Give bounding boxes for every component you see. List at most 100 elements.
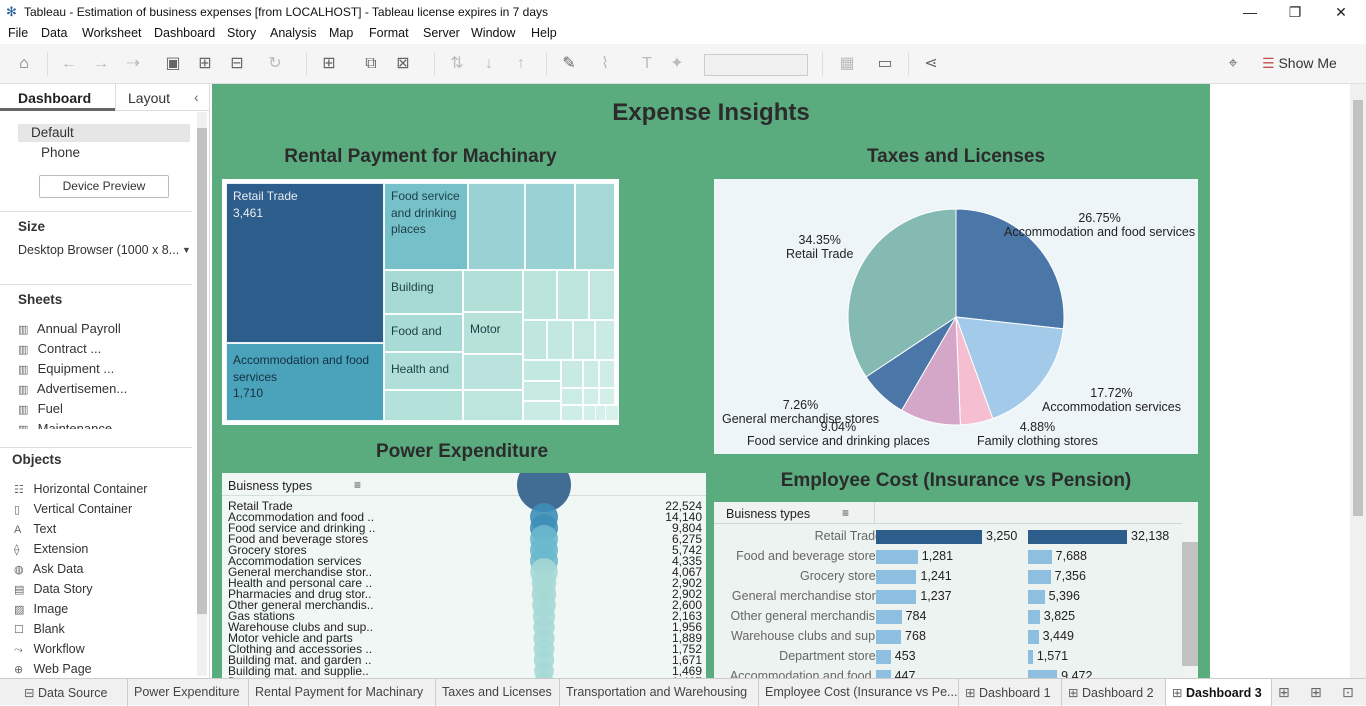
highlight-icon[interactable]: ✎ xyxy=(562,55,576,72)
rental-treemap[interactable]: Retail Trade 3,461 Accommodation and foo… xyxy=(222,179,619,425)
undo-icon[interactable]: ← xyxy=(61,55,77,72)
tab-employee-cost[interactable]: Employee Cost (Insurance vs Pe... xyxy=(759,679,959,706)
main-scroll-thumb[interactable] xyxy=(1353,100,1363,516)
presentation-mode-icon[interactable]: ▭ xyxy=(877,55,893,72)
power-bubble[interactable] xyxy=(517,473,571,512)
new-story-tab-icon[interactable]: ⊡ xyxy=(1342,684,1354,700)
treemap-cell[interactable] xyxy=(561,405,583,421)
menu-file[interactable]: File xyxy=(8,26,29,40)
fix-axes-icon[interactable]: ✦ xyxy=(670,55,684,72)
tab-rental-payment[interactable]: Rental Payment for Machinary xyxy=(249,679,436,706)
menu-worksheet[interactable]: Worksheet xyxy=(82,26,142,40)
menu-server[interactable]: Server xyxy=(423,26,460,40)
treemap-cell[interactable] xyxy=(468,183,525,270)
sheet-item[interactable]: ▥ Equipment ... xyxy=(18,361,115,376)
size-select[interactable]: Desktop Browser (1000 x 8... xyxy=(18,243,180,257)
clear-sheet-icon[interactable]: ⊠ xyxy=(396,55,410,72)
sheet-item[interactable]: ▥ Contract ... xyxy=(18,341,102,356)
treemap-cell[interactable] xyxy=(384,390,463,421)
show-me-button[interactable]: ☰ Show Me xyxy=(1262,55,1337,72)
show-labels-icon[interactable]: T xyxy=(642,55,652,72)
device-default-row[interactable] xyxy=(18,124,190,142)
tab-data-source[interactable]: ⊟ Data Source xyxy=(6,679,128,706)
treemap-cell-motor[interactable]: Motor xyxy=(463,312,523,354)
treemap-cell[interactable] xyxy=(599,360,615,388)
object-blank[interactable]: ☐ Blank xyxy=(14,622,65,636)
insurance-bar[interactable] xyxy=(876,630,902,644)
object-horizontal-container[interactable]: ☷ Horizontal Container xyxy=(14,482,148,496)
treemap-cell[interactable] xyxy=(523,320,547,360)
device-phone[interactable]: Phone xyxy=(41,145,81,160)
menu-story[interactable]: Story xyxy=(227,26,257,40)
refresh-icon[interactable]: ↻ xyxy=(268,55,282,72)
insurance-bar[interactable] xyxy=(876,610,902,624)
swap-rows-columns-icon[interactable]: ⇅ xyxy=(450,55,464,72)
tab-layout[interactable]: Layout xyxy=(115,84,195,111)
minimize-button[interactable]: — xyxy=(1243,4,1257,20)
sheet-item[interactable]: ▥ Maintenance xyxy=(18,421,112,429)
sort-descending-icon[interactable]: ↑ xyxy=(517,55,525,72)
menu-dashboard[interactable]: Dashboard xyxy=(154,26,216,40)
home-icon[interactable]: ⌂ xyxy=(19,55,29,72)
tab-dashboard-3[interactable]: ⊞ Dashboard 3 xyxy=(1166,679,1272,706)
group-members-icon[interactable]: ⌇ xyxy=(601,55,609,72)
sheet-item[interactable]: ▥ Annual Payroll xyxy=(18,321,121,336)
treemap-cell[interactable] xyxy=(589,270,615,320)
tab-transportation[interactable]: Transportation and Warehousing xyxy=(560,679,759,706)
pie-slice[interactable] xyxy=(955,316,1064,420)
tab-dashboard[interactable]: Dashboard xyxy=(0,84,115,111)
object-image[interactable]: ▨ Image xyxy=(14,602,69,616)
pie-slice[interactable] xyxy=(847,208,957,378)
device-preview-button[interactable]: Device Preview xyxy=(39,175,169,198)
redo-icon[interactable]: → xyxy=(93,55,109,72)
treemap-cell[interactable] xyxy=(547,320,573,360)
new-dashboard-tab-icon[interactable]: ⊞ xyxy=(1310,684,1322,700)
menu-window[interactable]: Window xyxy=(471,26,516,40)
new-worksheet-tab-icon[interactable]: ⊞ xyxy=(1278,684,1290,700)
treemap-cell[interactable] xyxy=(575,183,615,270)
insurance-bar[interactable] xyxy=(876,650,891,664)
pause-updates-icon[interactable]: ⊟ xyxy=(230,55,244,72)
sort-icon[interactable]: ≡ xyxy=(842,506,850,520)
treemap-cell[interactable] xyxy=(463,270,523,312)
treemap-cell-retail-trade[interactable]: Retail Trade 3,461 xyxy=(226,183,384,343)
duplicate-sheet-icon[interactable]: ⧉ xyxy=(365,55,377,72)
menu-analysis[interactable]: Analysis xyxy=(270,26,317,40)
new-worksheet-icon[interactable]: ⊞ xyxy=(322,55,336,72)
pension-bar[interactable] xyxy=(1028,550,1052,564)
close-button[interactable]: ✕ xyxy=(1335,4,1347,20)
replay-icon[interactable]: ⇢ xyxy=(126,55,140,72)
menu-data[interactable]: Data xyxy=(41,26,68,40)
treemap-cell[interactable] xyxy=(561,360,583,388)
treemap-cell[interactable] xyxy=(463,390,523,421)
treemap-cell[interactable] xyxy=(523,270,557,320)
treemap-cell-food-and[interactable]: Food and xyxy=(384,314,463,352)
insurance-bar[interactable] xyxy=(876,570,917,584)
save-icon[interactable]: ▣ xyxy=(165,55,181,72)
treemap-cell[interactable] xyxy=(583,388,599,405)
insurance-bar[interactable] xyxy=(876,590,917,604)
object-data-story[interactable]: ▤ Data Story xyxy=(14,582,93,596)
restore-button[interactable]: ❐ xyxy=(1288,4,1302,20)
treemap-cell-building[interactable]: Building xyxy=(384,270,463,314)
object-web-page[interactable]: ⊕ Web Page xyxy=(14,662,92,676)
treemap-cell[interactable] xyxy=(463,354,523,390)
pension-bar[interactable] xyxy=(1028,630,1039,644)
object-extension[interactable]: ⟠ Extension xyxy=(14,542,89,556)
object-workflow[interactable]: ⤳ Workflow xyxy=(14,642,85,656)
pension-bar[interactable] xyxy=(1028,570,1051,584)
treemap-cell[interactable] xyxy=(523,381,561,401)
tab-taxes-licenses[interactable]: Taxes and Licenses xyxy=(436,679,560,706)
share-icon[interactable]: ⋖ xyxy=(924,55,938,72)
insurance-bar[interactable] xyxy=(876,550,918,564)
tab-dashboard-2[interactable]: ⊞ Dashboard 2 xyxy=(1062,679,1166,706)
pie-slice[interactable] xyxy=(955,208,1065,330)
size-dropdown-icon[interactable]: ▼ xyxy=(182,245,191,255)
pension-bar[interactable] xyxy=(1028,530,1127,544)
treemap-cell[interactable] xyxy=(599,388,615,405)
insurance-bar[interactable] xyxy=(876,530,982,544)
menu-help[interactable]: Help xyxy=(531,26,557,40)
treemap-cell-food-service[interactable]: Food service and drinking places xyxy=(384,183,468,270)
treemap-cell[interactable] xyxy=(595,320,615,360)
format-workbook-icon[interactable]: ⌖ xyxy=(1228,55,1238,72)
